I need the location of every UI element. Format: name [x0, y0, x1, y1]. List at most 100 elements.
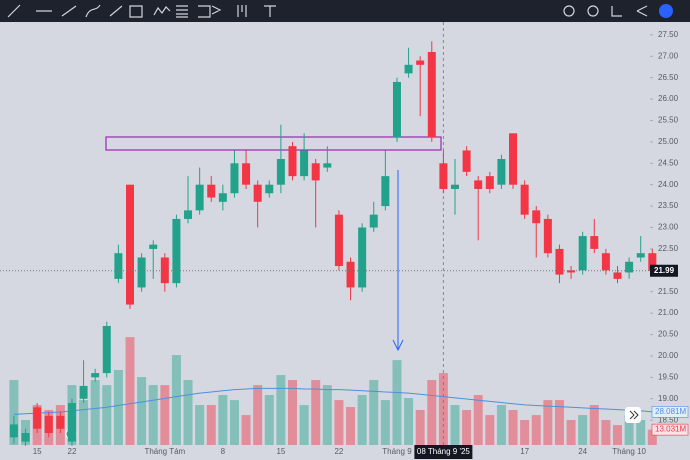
volume-bar	[346, 407, 356, 445]
volume-bar	[415, 409, 425, 445]
x-tick-label: 15	[276, 447, 285, 456]
x-tick-label: Tháng 9	[382, 447, 412, 456]
candle-body	[242, 163, 251, 185]
last-price-box	[650, 264, 678, 277]
y-tick-label: 27.00	[658, 51, 679, 60]
y-tick-label: 26.50	[658, 73, 679, 82]
volume-bar	[195, 405, 205, 445]
candle-body	[416, 60, 425, 65]
candle-body	[509, 133, 518, 185]
volume-bar	[624, 415, 634, 445]
volume-label: 13.031M	[655, 425, 686, 434]
candle-body	[21, 433, 30, 442]
candle-body	[648, 253, 657, 271]
candle-body	[334, 214, 343, 267]
volume-bar	[578, 415, 588, 445]
y-tick-label: 19.50	[658, 372, 679, 381]
volume-bar	[113, 370, 123, 445]
candle-body	[184, 210, 193, 219]
candle-body	[404, 64, 413, 74]
volume-bar	[601, 420, 611, 445]
volume-bar	[102, 385, 112, 445]
volume-box	[651, 423, 689, 436]
candle-body	[160, 257, 169, 284]
volume-bar	[427, 380, 437, 445]
candle-body	[555, 248, 564, 275]
volume-bar	[79, 400, 89, 445]
candle-body	[56, 415, 65, 429]
volume-bar	[311, 380, 321, 445]
y-tick-label: 25.50	[658, 116, 679, 125]
volume-bar	[218, 395, 228, 445]
volume-bar	[276, 375, 286, 445]
volume-bar	[392, 360, 402, 445]
candle-body	[462, 150, 471, 172]
nav-button[interactable]	[625, 407, 641, 423]
candle-body	[67, 403, 76, 442]
volume-bar	[229, 400, 239, 445]
volume-bar	[404, 398, 414, 445]
y-tick-label: 25.00	[658, 137, 679, 146]
candle-body	[532, 210, 541, 224]
candle-body	[346, 261, 355, 288]
volume-bar	[636, 420, 646, 445]
candle-body	[636, 253, 645, 258]
candle-body	[543, 218, 552, 254]
candle-body	[114, 253, 123, 279]
candle-body	[230, 163, 239, 194]
candle-body	[625, 261, 634, 273]
candle-body	[485, 176, 494, 189]
candle-body	[427, 51, 436, 138]
volume-bar	[288, 380, 297, 445]
x-tick-label: Tháng Tám	[144, 447, 185, 456]
volume-ma-box	[651, 406, 689, 418]
candle-body	[300, 150, 309, 177]
volume-bar	[520, 420, 530, 445]
volume-bar	[485, 415, 495, 445]
volume-bar	[496, 405, 506, 445]
candle-body	[149, 244, 158, 249]
volume-bar	[566, 420, 576, 445]
volume-bar	[589, 405, 599, 445]
x-tick-label: 17	[520, 447, 529, 456]
volume-bar	[450, 405, 460, 445]
candle-body	[44, 415, 53, 434]
volume-bar	[543, 400, 553, 445]
candle-body	[613, 272, 622, 279]
crosshair-label: 08 Tháng 9 '25	[417, 447, 471, 456]
y-tick-label: 26.00	[658, 94, 679, 103]
volume-bar	[554, 400, 564, 445]
volume-ma-line	[13, 387, 653, 415]
volume-bar	[438, 373, 448, 445]
candle-body	[137, 257, 146, 288]
volume-bar	[531, 415, 541, 445]
x-tick-label: 15	[33, 447, 42, 456]
candle-body	[79, 385, 88, 399]
candle-body	[369, 214, 378, 228]
candle-body	[601, 253, 610, 271]
volume-bar	[322, 385, 332, 445]
candle-body	[276, 159, 285, 185]
candle-body	[9, 424, 18, 438]
candle-body	[207, 184, 216, 198]
y-tick-label: 18.50	[658, 415, 679, 424]
candle-body	[358, 227, 367, 288]
y-tick-label: 21.50	[658, 287, 679, 296]
x-tick-label: Tháng 10	[612, 447, 646, 456]
x-tick-label: 22	[334, 447, 343, 456]
volume-bar	[9, 380, 19, 445]
candle-body	[590, 236, 599, 249]
volume-bar	[369, 380, 379, 445]
candle-body	[288, 146, 297, 177]
volume-bar	[137, 377, 147, 445]
toolbar-icons[interactable]	[7, 4, 673, 18]
candle-body	[497, 159, 506, 185]
candle-body	[520, 184, 529, 215]
volume-bar	[171, 355, 181, 445]
candle-body	[451, 184, 459, 189]
candle-body	[311, 163, 320, 181]
volume-bar	[241, 415, 251, 445]
